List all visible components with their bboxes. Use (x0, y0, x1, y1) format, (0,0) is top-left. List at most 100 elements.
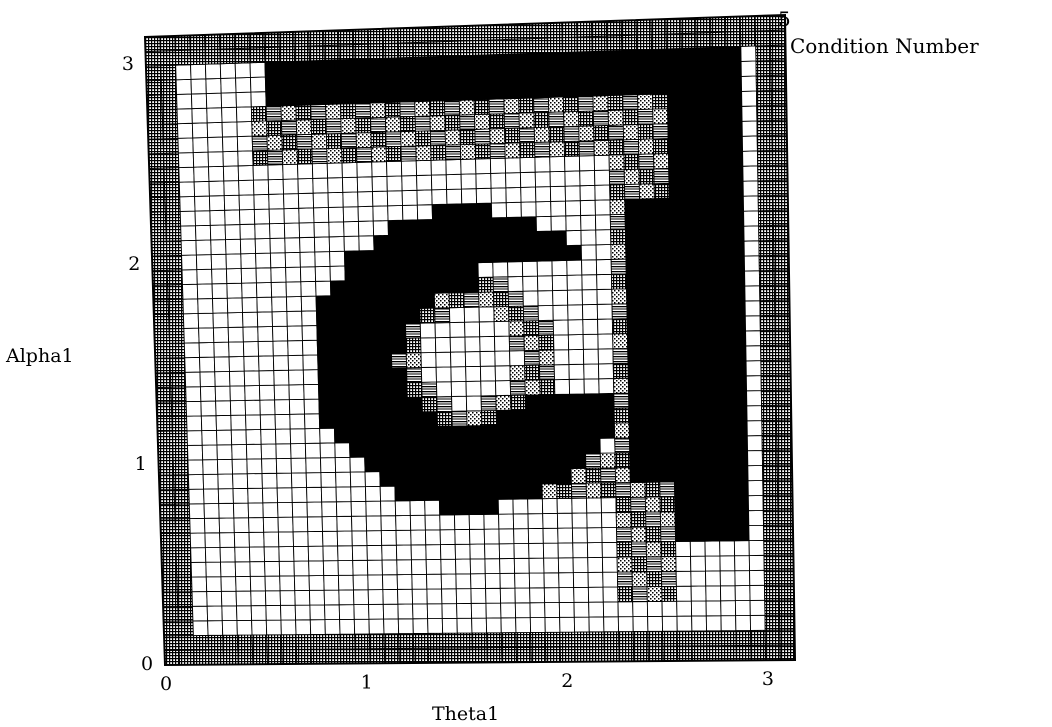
heatmap-cell (473, 98, 490, 116)
heatmap-cell (240, 267, 257, 284)
heatmap-cell (477, 261, 494, 278)
heatmap-cell (704, 525, 721, 542)
heatmap-cell (200, 415, 217, 431)
heatmap-cell (502, 53, 519, 70)
heatmap-cell (681, 62, 698, 79)
heatmap-cell (746, 390, 763, 407)
heatmap-cell (613, 422, 630, 439)
heatmap-cell (680, 17, 697, 34)
heatmap-cell (616, 556, 633, 573)
heatmap-cell (657, 391, 674, 408)
heatmap-cell (474, 128, 491, 145)
heatmap-cell (282, 163, 299, 180)
heatmap-cell (672, 421, 689, 438)
heatmap-cell (741, 105, 758, 122)
heatmap-cell (353, 603, 370, 620)
heatmap-cell (258, 355, 275, 372)
heatmap-cell (329, 265, 346, 282)
heatmap-cell (315, 295, 332, 312)
heatmap-cell (283, 222, 301, 239)
heatmap-cell (385, 145, 402, 163)
heatmap-cell (440, 543, 456, 560)
heatmap-cell (379, 485, 396, 502)
heatmap-cell (607, 79, 624, 97)
heatmap-cell (191, 107, 208, 124)
heatmap-cell (162, 605, 179, 622)
heatmap-cell (407, 426, 424, 443)
heatmap-cell (331, 339, 348, 356)
heatmap-cell (323, 589, 340, 606)
heatmap-cell (301, 310, 318, 327)
heatmap-cell (187, 459, 204, 476)
heatmap-cell (372, 205, 389, 222)
heatmap-cell (579, 169, 596, 187)
heatmap-cell (357, 205, 374, 222)
heatmap-cell (772, 194, 789, 211)
heatmap-cell (774, 314, 791, 331)
heatmap-cell (657, 376, 674, 393)
heatmap-cell (728, 210, 745, 227)
heatmap-cell (279, 60, 296, 77)
heatmap-cell (309, 89, 327, 106)
heatmap-cell (757, 209, 774, 227)
heatmap-cell (759, 284, 776, 302)
heatmap-cell (341, 176, 359, 193)
heatmap-cell (163, 167, 180, 184)
heatmap-cell (219, 62, 237, 79)
heatmap-cell (488, 113, 506, 130)
heatmap-cell (289, 413, 306, 430)
heatmap-cell (288, 369, 305, 386)
heatmap-cell (625, 273, 642, 290)
heatmap-cell (267, 164, 284, 181)
heatmap-cell (577, 65, 594, 83)
heatmap-cell (204, 48, 221, 65)
heatmap-cell (579, 199, 596, 216)
heatmap-cell (248, 546, 266, 563)
heatmap-cell (334, 442, 351, 459)
heatmap-cell (247, 502, 264, 519)
heatmap-cell (672, 406, 689, 423)
heatmap-cell (367, 28, 384, 45)
heatmap-cell (326, 162, 343, 179)
heatmap-cell (275, 443, 292, 460)
heatmap-cell (676, 630, 693, 647)
heatmap-cell (527, 498, 544, 515)
heatmap-cell (176, 108, 193, 125)
heatmap-cell (406, 367, 423, 384)
heatmap-cell (647, 615, 664, 632)
heatmap-cell (734, 585, 751, 602)
heatmap-cell (257, 340, 274, 357)
heatmap-cell (629, 466, 646, 483)
heatmap-cell (175, 78, 192, 95)
heatmap-cell (262, 502, 279, 518)
heatmap-cell (177, 122, 194, 139)
heatmap-cell (206, 590, 223, 607)
heatmap-cell (561, 36, 578, 53)
heatmap-cell (618, 645, 635, 662)
heatmap-cell (428, 85, 445, 102)
heatmap-cell (514, 587, 531, 604)
heatmap-cell (632, 630, 649, 647)
heatmap-cell (750, 629, 766, 646)
heatmap-cell (557, 557, 574, 574)
heatmap-cell (683, 211, 700, 229)
heatmap-cell (658, 451, 675, 468)
heatmap-cell (598, 407, 615, 424)
heatmap-cell (616, 571, 633, 588)
heatmap-cell (756, 134, 773, 152)
heatmap-cell (364, 471, 381, 488)
colorbar-label: Condition Number (790, 34, 979, 58)
heatmap-cell (520, 201, 537, 218)
heatmap-cell (488, 98, 505, 115)
heatmap-cell (585, 467, 602, 484)
heatmap-cell (426, 573, 443, 590)
heatmap-cell (689, 495, 705, 512)
heatmap-cell (676, 600, 693, 617)
heatmap-cell (531, 37, 548, 54)
heatmap-cell (347, 397, 364, 414)
heatmap-cell (184, 371, 201, 388)
heatmap-cell (161, 562, 178, 578)
heatmap-cell (153, 313, 170, 330)
heatmap-cell (717, 450, 734, 467)
heatmap-cell (172, 459, 189, 476)
